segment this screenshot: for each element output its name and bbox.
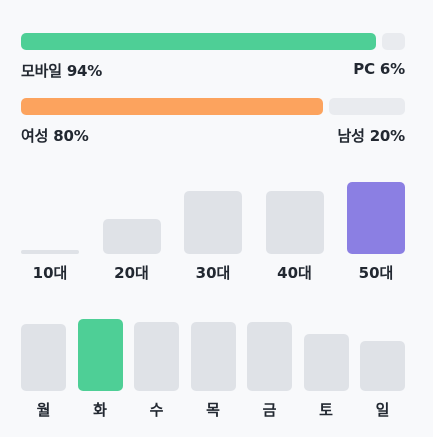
weekday-bar-6 <box>303 334 349 391</box>
age-group-label-2: 20대 <box>114 264 149 282</box>
mobile-share-bar <box>21 33 376 50</box>
pc-share-bar <box>382 33 405 50</box>
weekday-label-4: 목 <box>206 401 220 419</box>
pc-share-label: PC 6% <box>353 60 405 78</box>
male-share-bar <box>329 98 405 115</box>
age-group-bar-3 <box>184 191 242 254</box>
mobile-share-label: 모바일 94% <box>21 62 103 80</box>
device-split: 모바일 94% PC 6% <box>21 33 405 80</box>
weekday-label-7: 일 <box>375 401 390 419</box>
female-share-bar <box>21 98 323 115</box>
weekday-label-5: 금 <box>262 401 277 419</box>
age-group-bar-5 <box>347 182 405 254</box>
device-split-track <box>21 33 405 50</box>
gender-split-track <box>21 98 405 115</box>
weekday-label-3: 수 <box>149 401 164 419</box>
weekday-bar-7 <box>360 341 405 391</box>
weekday-bar-4 <box>190 322 236 391</box>
male-share-label: 남성 20% <box>337 127 405 145</box>
weekday-bar-1 <box>21 324 66 391</box>
age-group-bar-2 <box>102 219 161 254</box>
gender-split: 여성 80% 남성 20% <box>21 98 405 145</box>
weekday-label-1: 월 <box>36 401 51 419</box>
weekday-label-2: 화 <box>93 401 107 419</box>
weekday-bar-2 <box>77 319 123 391</box>
weekday-bar-5 <box>247 322 292 391</box>
age-group-bar-4 <box>265 191 324 254</box>
age-group-bar-1 <box>21 250 79 254</box>
age-group-chart: 10대 20대 30대 40대 50대 <box>21 178 405 282</box>
age-group-label-3: 30대 <box>195 264 231 282</box>
age-group-label-4: 40대 <box>277 264 312 282</box>
female-share-label: 여성 80% <box>21 127 89 145</box>
weekday-bar-3 <box>134 322 179 391</box>
weekday-label-6: 토 <box>319 401 333 419</box>
age-group-label-1: 10대 <box>32 264 68 282</box>
age-group-label-5: 50대 <box>358 264 394 282</box>
